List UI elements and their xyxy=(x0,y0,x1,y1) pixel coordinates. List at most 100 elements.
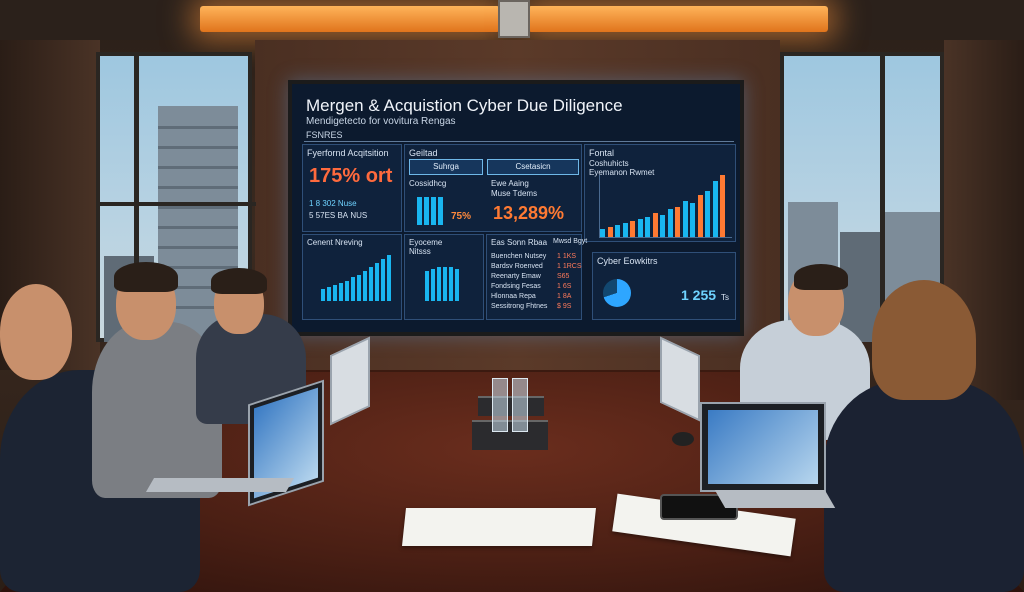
list-item-value: 1 8A xyxy=(557,293,572,300)
chart-bar xyxy=(425,271,429,301)
chart-bar xyxy=(637,219,643,237)
water-pitcher xyxy=(512,378,528,432)
ceiling xyxy=(0,0,1024,40)
chart-bar xyxy=(431,197,436,225)
cyber-value: 1 255 xyxy=(681,287,717,303)
laptop-right-front[interactable] xyxy=(700,402,826,492)
lower-mid-bar-chart xyxy=(425,265,465,301)
chart-bar xyxy=(351,277,355,301)
list-heading: Eas Sonn Rbaa xyxy=(491,238,548,247)
chart-bar xyxy=(438,197,443,225)
chart-bar xyxy=(357,275,361,301)
chart-bar xyxy=(381,259,385,301)
chart-bar xyxy=(607,227,613,237)
person-right-front xyxy=(824,380,1024,592)
acquisition-line-1: 1 8 302 Nuse xyxy=(309,199,357,208)
chart-bar xyxy=(630,221,635,237)
laptop-right-front-keyboard[interactable] xyxy=(714,490,836,508)
tab-suhrga[interactable]: Suhrga xyxy=(409,159,483,175)
laptop-screen xyxy=(708,410,818,484)
chart-bar xyxy=(705,191,710,237)
ceiling-light-right xyxy=(528,6,828,32)
person-left-middle-hair xyxy=(114,262,178,292)
lower-left-heading: Cenent Nreving xyxy=(307,238,363,247)
lower-mid-sub: Nitsss xyxy=(409,247,431,256)
dashboard-subtitle: Mendigetecto for vovitura Rengas xyxy=(306,116,456,127)
cyber-donut-chart xyxy=(603,279,631,307)
list-item-value: 1 1RCS xyxy=(557,263,582,270)
chart-bar xyxy=(424,197,429,225)
window-mullion xyxy=(134,56,139,346)
lower-list-panel: Eas Sonn Rbaa Mwsd Bgyt Buenchen Nutsey 1… xyxy=(486,234,587,320)
chart-bar xyxy=(345,281,349,301)
center-info-2: Muse Tdems xyxy=(491,189,538,198)
water-pitcher xyxy=(492,378,508,432)
list-item-label: Fondsing Fesas xyxy=(491,283,541,290)
center-panel: Geiltad Suhrga Csetasicn Cossidhcg Ewe A… xyxy=(404,144,582,232)
list-item-label: Hlonnaa Repa xyxy=(491,293,536,300)
acquisition-heading: Fyerfornd Acqitsition xyxy=(307,148,389,158)
chart-bar xyxy=(363,271,367,301)
dashboard-screen: Mergen & Acquistion Cyber Due Diligence … xyxy=(288,80,744,336)
chart-bar xyxy=(652,213,658,237)
list-item-label: Buenchen Nutsey xyxy=(491,253,547,260)
cyber-panel: Cyber Eowkitrs 1 255 Ts xyxy=(592,252,736,320)
chart-bar xyxy=(431,269,435,301)
list-item-label: Bardsv Roenved xyxy=(491,263,543,270)
chart-bar xyxy=(615,225,620,237)
list-item-label: Reenarty Emaw xyxy=(491,273,541,280)
ceiling-vent xyxy=(498,0,530,38)
document-papers[interactable] xyxy=(402,508,596,546)
person-left-front-head xyxy=(0,284,72,380)
chart-bar xyxy=(682,201,688,237)
acquisition-line-2: 5 57ES BA NUS xyxy=(309,211,368,220)
chart-bar xyxy=(600,229,605,237)
center-sub-1: Cossidhcg xyxy=(409,179,447,188)
chart-bar xyxy=(327,287,331,301)
chart-bar xyxy=(333,285,337,301)
chart-bar xyxy=(455,269,459,301)
list-item-value: $ 9S xyxy=(557,303,572,310)
person-left-back-hair xyxy=(211,268,267,294)
chart-bar xyxy=(697,195,703,237)
laptop-left-front-keyboard[interactable] xyxy=(145,478,295,492)
chart-bar xyxy=(417,197,422,225)
lower-left-bar-chart xyxy=(321,251,397,301)
chart-bar xyxy=(645,217,650,237)
chart-bar xyxy=(675,207,680,237)
list-item-label: Sessitrong Fhtnes xyxy=(491,303,548,310)
chart-bar xyxy=(321,289,325,301)
cyber-heading: Cyber Eowkitrs xyxy=(597,256,658,266)
window-mullion xyxy=(880,56,885,346)
chart-bar xyxy=(443,267,447,301)
dashboard-section-label: FSNRES xyxy=(306,130,343,140)
center-bar-chart xyxy=(417,195,447,225)
chart-bar xyxy=(667,209,673,237)
list-side-label: Mwsd Bgyt xyxy=(553,238,588,245)
center-small-value: 75% xyxy=(451,211,472,222)
center-info-1: Ewe Aaing xyxy=(491,179,529,188)
forecast-panel: Fontal Coshuhicts Eyemanon Rwmet xyxy=(584,144,736,242)
person-right-front-hair xyxy=(872,280,976,400)
acquisition-value: 175% ort xyxy=(309,165,393,187)
forecast-heading: Fontal xyxy=(589,148,615,158)
computer-mouse[interactable] xyxy=(672,432,694,446)
chart-bar xyxy=(622,223,628,237)
lower-mid-panel: Eyoceme Nitsss xyxy=(404,234,484,320)
acquisition-panel: Fyerfornd Acqitsition 175% ort 1 8 302 N… xyxy=(302,144,402,232)
chart-bar xyxy=(375,263,379,301)
list-item-value: S65 xyxy=(557,273,570,280)
chart-bar xyxy=(369,267,373,301)
list-item-value: 1 1KS xyxy=(557,253,577,260)
person-right-back-hair xyxy=(794,264,848,290)
lower-mid-heading: Eyoceme xyxy=(409,238,443,247)
conference-hub xyxy=(478,396,544,416)
forecast-bar-chart xyxy=(599,175,732,238)
chart-bar xyxy=(660,215,665,237)
forecast-line-1: Coshuhicts xyxy=(589,159,629,168)
center-heading: Geiltad xyxy=(409,148,438,158)
center-big-value: 13,289% xyxy=(493,203,565,223)
cyber-unit: Ts xyxy=(721,293,729,302)
tab-csetasicn[interactable]: Csetasicn xyxy=(487,159,579,175)
dashboard-title: Mergen & Acquistion Cyber Due Diligence xyxy=(306,96,623,115)
